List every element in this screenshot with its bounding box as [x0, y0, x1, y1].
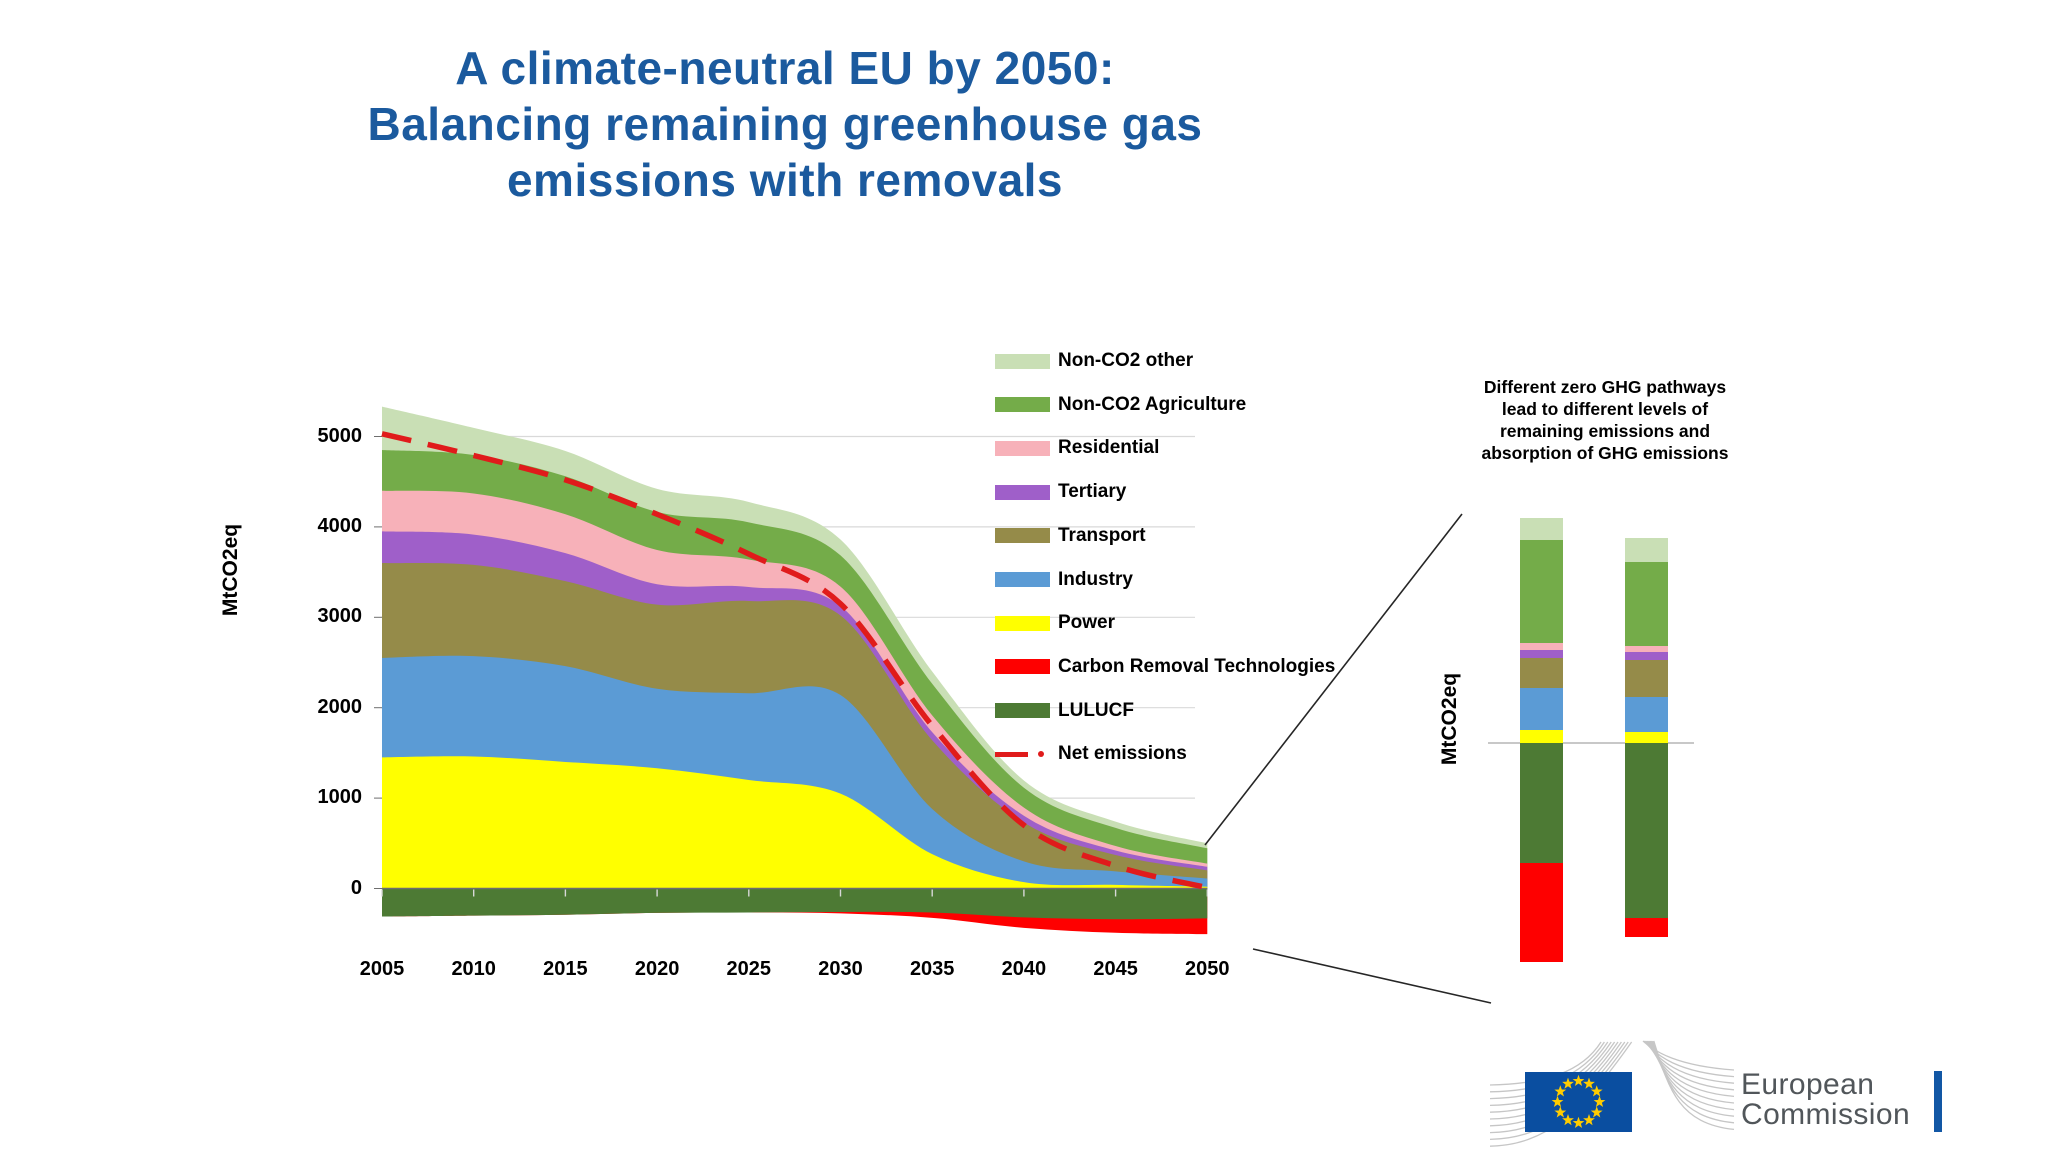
- legend-label: Net emissions: [1058, 743, 1187, 765]
- eu-flag-star-5: [1590, 1106, 1603, 1118]
- legend-swatch-power: [995, 615, 1050, 631]
- logo-ribbon-right-8: [1651, 1040, 1735, 1124]
- legend-item-non-co2-agriculture: Non-CO2 Agriculture: [995, 393, 1247, 415]
- x-tick-label-2025: 2025: [726, 958, 772, 980]
- legend-item-net-emissions: Net emissions: [995, 743, 1187, 765]
- ec-wordmark-line1: European: [1741, 1068, 1875, 1101]
- legend-swatch-carbon_removal_technologies: [995, 659, 1050, 675]
- legend-label: Residential: [1058, 437, 1160, 459]
- area-lulucf: [382, 888, 1208, 920]
- eu-flag-star-4: [1593, 1095, 1606, 1107]
- mini-bar-1-segment-tertiary: [1520, 650, 1563, 658]
- mini-bar-2-segment-residential: [1625, 646, 1668, 652]
- eu-flag-star-11: [1554, 1085, 1567, 1097]
- ec-logo-blue-bar: [1934, 1071, 1942, 1132]
- connector-line-bottom: [1252, 948, 1492, 1004]
- y-tick-label-4000: 4000: [317, 514, 363, 537]
- legend-item-power: Power: [995, 612, 1116, 634]
- mini-bar-2-segment-non-co2-other: [1625, 538, 1668, 562]
- mini-bar-2-segment-non-co2-agriculture: [1625, 562, 1668, 646]
- connector-line-top: [1204, 513, 1463, 846]
- mini-bar-2-segment-power: [1625, 732, 1668, 743]
- x-tick-label-2020: 2020: [634, 958, 680, 980]
- legend-label: Industry: [1058, 568, 1133, 590]
- legend-swatch-lulucf: [995, 703, 1050, 719]
- x-tick-label-2045: 2045: [1093, 958, 1138, 980]
- legend-swatch-residential: [995, 440, 1050, 456]
- eu-flag-star-1: [1572, 1074, 1585, 1086]
- legend-label: Non-CO2 other: [1058, 350, 1194, 371]
- legend-swatch-non_co2_agriculture: [995, 397, 1050, 413]
- eu-flag-star-9: [1554, 1106, 1567, 1118]
- eu-flag-star-3: [1590, 1085, 1603, 1097]
- legend-item-industry: Industry: [995, 568, 1133, 590]
- mini-y-axis-label: MtCO2eq: [1438, 672, 1461, 766]
- eu-flag-star-8: [1562, 1114, 1574, 1126]
- legend-item-tertiary: Tertiary: [995, 481, 1127, 503]
- mini-bar-2-segment-tertiary: [1625, 652, 1668, 660]
- legend-label: Transport: [1058, 524, 1146, 546]
- net-emissions-line: [381, 431, 1208, 891]
- eu-flag-star-12: [1562, 1077, 1574, 1089]
- pathways-caption: Different zero GHG pathways lead to diff…: [1481, 377, 1729, 463]
- mini-bar-1-segment-residential: [1520, 643, 1563, 650]
- mini-bar-2-segment-transport: [1625, 660, 1668, 697]
- logo-ribbon-right-9: [1653, 1040, 1735, 1131]
- eu-flag-star-10: [1551, 1095, 1564, 1107]
- logo-ribbon-right-6: [1649, 1040, 1735, 1111]
- legend-label: Non-CO2 Agriculture: [1058, 393, 1247, 415]
- x-tick-label-2030: 2030: [818, 958, 863, 980]
- legend-swatch-tertiary: [995, 484, 1050, 500]
- x-tick-label-2005: 2005: [359, 958, 405, 980]
- y-tick-label-1000: 1000: [317, 786, 363, 809]
- legend-net-emissions-dash-icon: [995, 747, 1050, 762]
- net-dot-glyph: [1038, 751, 1044, 758]
- y-tick-label-2000: 2000: [317, 695, 363, 718]
- x-tick-label-2040: 2040: [1001, 958, 1047, 980]
- legend-swatch-non_co2_other: [995, 353, 1050, 369]
- mini-bar-1-segment-non-co2-other: [1520, 518, 1563, 540]
- mini-bar-1-segment-non-co2-agriculture: [1520, 540, 1563, 643]
- mini-bar-1-segment-lulucf: [1520, 743, 1563, 863]
- ec-wordmark-line2: Commission: [1741, 1098, 1911, 1131]
- slide-title: A climate-neutral EU by 2050: Balancing …: [367, 42, 1203, 206]
- x-tick-label-2015: 2015: [543, 958, 588, 980]
- mini-bar-1-segment-power: [1520, 730, 1563, 743]
- european-commission-wordmark: European Commission: [1741, 1070, 1910, 1130]
- eu-flag-star-2: [1583, 1077, 1595, 1089]
- logo-ribbon-right-3: [1646, 1040, 1735, 1091]
- y-tick-label-3000: 3000: [317, 605, 363, 628]
- legend-item-transport: Transport: [995, 524, 1146, 546]
- main-y-axis-label: MtCO2eq: [219, 523, 242, 617]
- net-dash-glyph: [995, 751, 1028, 757]
- legend-label: Tertiary: [1058, 481, 1127, 503]
- y-tick-label-0: 0: [350, 876, 362, 899]
- legend-label: LULUCF: [1058, 699, 1134, 721]
- x-tick-label-2050: 2050: [1185, 958, 1230, 980]
- legend-swatch-industry: [995, 572, 1050, 587]
- y-tick-label-5000: 5000: [317, 424, 363, 447]
- legend-label: Carbon Removal Technologies: [1058, 655, 1336, 677]
- mini-bar-2-segment-lulucf: [1625, 743, 1668, 918]
- mini-bar-2-segment-carbon-removal: [1625, 918, 1668, 937]
- logo-ribbon-right-5: [1648, 1040, 1735, 1104]
- legend-item-non-co2-other: Non-CO2 other: [995, 350, 1194, 371]
- mini-bar-1-segment-carbon-removal: [1520, 863, 1563, 962]
- eu-flag-star-7: [1572, 1116, 1585, 1128]
- eu-flag-star-6: [1583, 1114, 1595, 1126]
- mini-bar-1-segment-transport: [1520, 658, 1563, 688]
- legend-label: Power: [1058, 612, 1116, 634]
- legend-item-residential: Residential: [995, 437, 1160, 459]
- legend-item-lulucf: LULUCF: [995, 699, 1134, 721]
- legend-swatch-transport: [995, 528, 1050, 544]
- area-power: [382, 756, 1208, 889]
- logo-ribbon-right-7: [1650, 1040, 1735, 1117]
- x-tick-label-2035: 2035: [909, 958, 955, 980]
- legend-item-carbon-removal-technologies: Carbon Removal Technologies: [995, 655, 1336, 677]
- x-tick-label-2010: 2010: [451, 958, 496, 980]
- mini-bar-1-segment-industry: [1520, 688, 1563, 730]
- mini-bar-2-segment-industry: [1625, 697, 1668, 732]
